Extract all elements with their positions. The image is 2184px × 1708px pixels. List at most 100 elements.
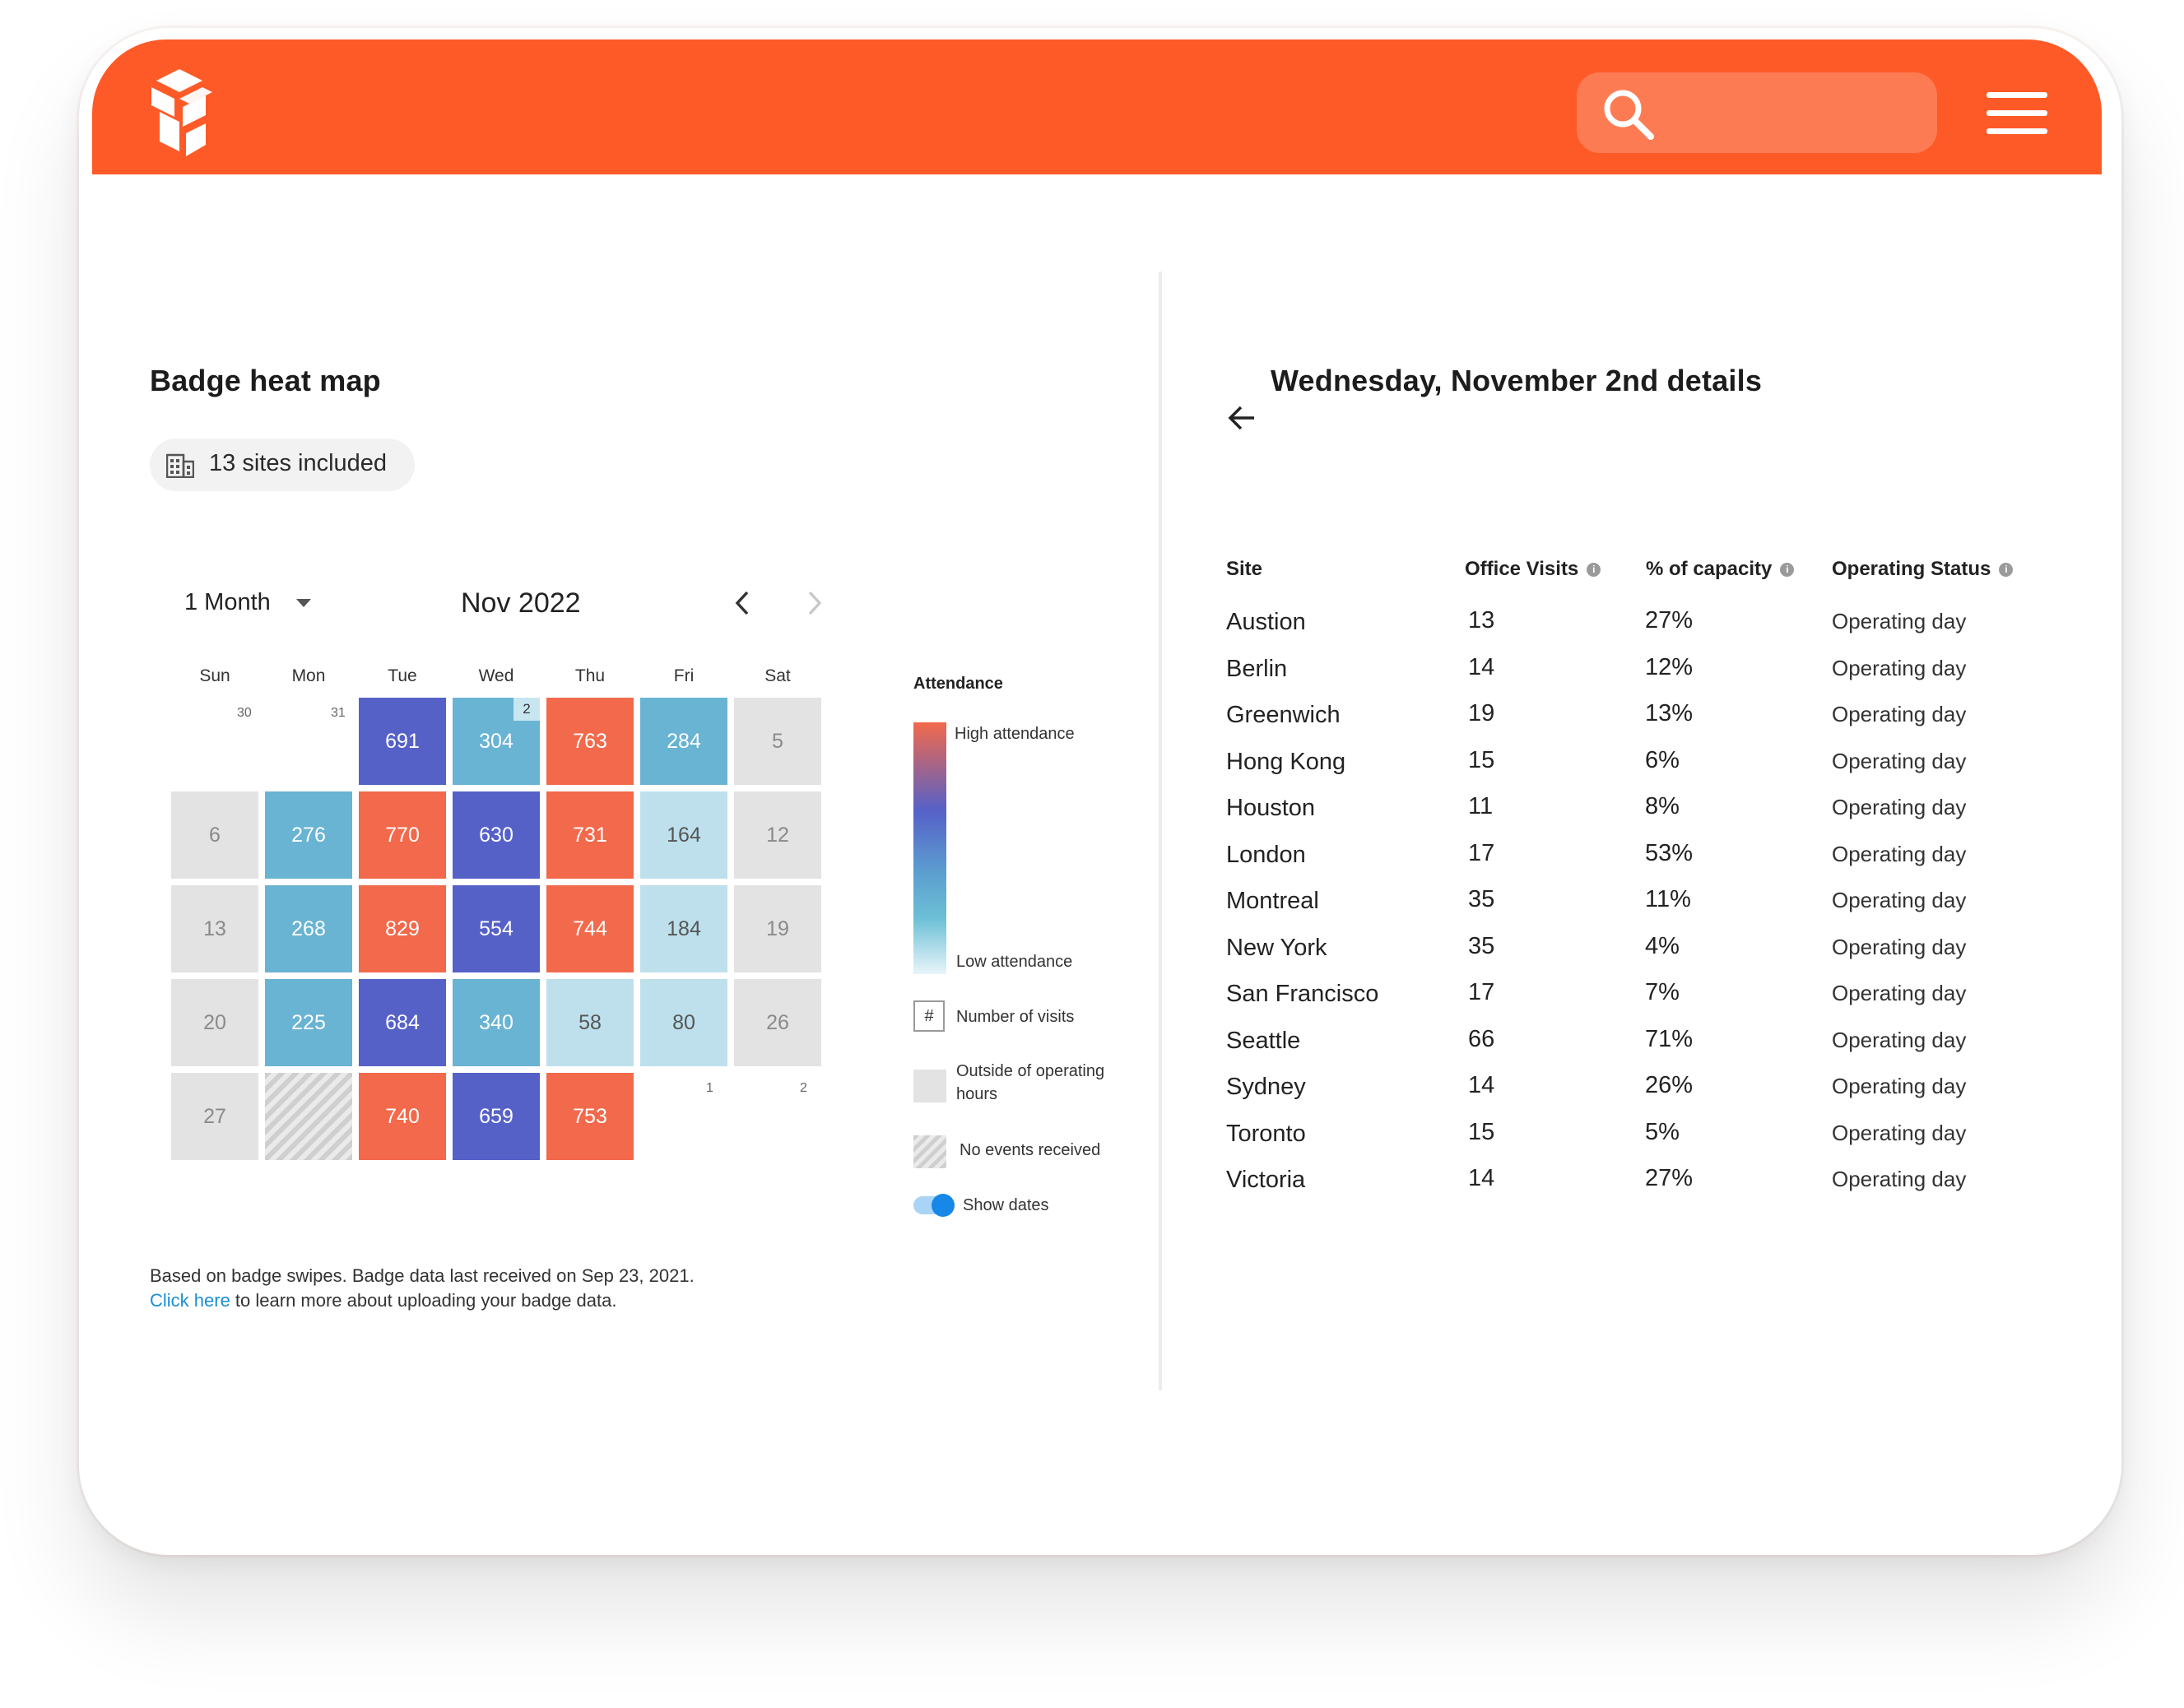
- operating-status-cell: Operating day: [1832, 655, 1967, 680]
- range-selector[interactable]: 1 Month: [184, 589, 271, 616]
- caret-down-icon[interactable]: [296, 599, 311, 609]
- learn-more-link[interactable]: Click here: [150, 1290, 230, 1311]
- office-visits-cell: 17: [1468, 839, 1495, 866]
- operating-status-cell: Operating day: [1832, 1027, 1967, 1052]
- show-dates-toggle[interactable]: [913, 1194, 955, 1217]
- weekday-label: Mon: [291, 666, 326, 685]
- info-icon[interactable]: i: [1780, 563, 1795, 578]
- weekday-label: Tue: [388, 666, 417, 685]
- calendar-day-cell[interactable]: 630: [453, 791, 540, 879]
- capacity-cell: 13%: [1645, 700, 1694, 726]
- legend-outside-line2: hours: [956, 1085, 998, 1103]
- chevron-right-icon[interactable]: [805, 589, 825, 617]
- weekday-label: Fri: [673, 666, 695, 685]
- calendar-day-cell[interactable]: 740: [359, 1073, 446, 1160]
- month-label: Nov 2022: [461, 587, 581, 619]
- attendance-gradient-scale: [913, 722, 946, 974]
- sites-included-label: 13 sites included: [209, 450, 388, 476]
- operating-status-cell: Operating day: [1832, 795, 1967, 819]
- site-cell: Hong Kong: [1226, 748, 1346, 775]
- legend-visits-label: Number of visits: [956, 1008, 1075, 1026]
- calendar-day-cell[interactable]: 554: [453, 885, 540, 972]
- calendar-day-cell[interactable]: 659: [453, 1073, 540, 1160]
- calendar-day-outside-hours[interactable]: 12: [734, 791, 821, 879]
- calendar-day-outside-hours[interactable]: 27: [171, 1073, 258, 1160]
- operating-status-cell: Operating day: [1832, 934, 1967, 959]
- site-cell: Houston: [1226, 795, 1316, 821]
- column-header-operating-status[interactable]: Operating Status i: [1832, 558, 2014, 581]
- calendar-day-cell[interactable]: 744: [546, 885, 634, 972]
- selected-day-badge: 2: [513, 698, 540, 721]
- calendar-day-no-events[interactable]: [265, 1073, 352, 1160]
- footnote-line1: Based on badge swipes. Badge data last r…: [150, 1265, 695, 1286]
- capacity-cell: 12%: [1645, 653, 1694, 680]
- legend-title: Attendance: [913, 675, 1003, 693]
- chevron-left-icon[interactable]: [732, 589, 752, 617]
- range-label: 1 Month: [184, 589, 271, 615]
- site-cell: New York: [1226, 934, 1327, 961]
- calendar-day-outside-hours[interactable]: 6: [171, 791, 258, 879]
- office-visits-cell: 11: [1468, 793, 1494, 819]
- footnote-line2: to learn more about uploading your badge…: [230, 1290, 617, 1311]
- calendar-day-outside-hours[interactable]: 13: [171, 885, 258, 972]
- calendar-day-cell[interactable]: 58: [546, 979, 634, 1066]
- site-cell: London: [1226, 841, 1306, 868]
- calendar-day-cell[interactable]: 276: [265, 791, 352, 879]
- calendar-day-cell[interactable]: 731: [546, 791, 634, 879]
- operating-status-cell: Operating day: [1832, 981, 1967, 1005]
- calendar-date-number: 31: [331, 706, 346, 720]
- column-header-site[interactable]: Site: [1226, 558, 1263, 580]
- info-icon[interactable]: i: [1999, 563, 2014, 578]
- calendar-day-outside-hours[interactable]: 20: [171, 979, 258, 1066]
- calendar-day-outside-hours[interactable]: 19: [734, 885, 821, 972]
- capacity-cell: 7%: [1645, 979, 1680, 1005]
- office-visits-cell: 14: [1468, 653, 1495, 680]
- calendar-day-cell[interactable]: 763: [546, 698, 634, 785]
- calendar-day-cell[interactable]: 225: [265, 979, 352, 1066]
- calendar-day-cell[interactable]: 164: [640, 791, 727, 879]
- calendar-day-cell[interactable]: 284: [640, 698, 727, 785]
- calendar-day-cell[interactable]: 268: [265, 885, 352, 972]
- calendar-day-cell[interactable]: 770: [359, 791, 446, 879]
- calendar-day-outside-hours[interactable]: 26: [734, 979, 821, 1066]
- office-visits-cell: 17: [1468, 979, 1495, 1005]
- back-arrow-icon[interactable]: [1226, 401, 1259, 434]
- search-icon: [1604, 90, 1654, 140]
- calendar-day-cell[interactable]: 684: [359, 979, 446, 1066]
- weekday-label: Sat: [764, 666, 791, 685]
- info-icon[interactable]: i: [1587, 563, 1601, 578]
- sites-included-chip[interactable]: 13 sites included: [150, 439, 415, 491]
- site-cell: Toronto: [1226, 1120, 1306, 1147]
- capacity-cell: 8%: [1645, 793, 1680, 819]
- capacity-cell: 53%: [1645, 839, 1694, 866]
- site-cell: Sydney: [1226, 1074, 1306, 1100]
- operating-status-cell: Operating day: [1832, 748, 1967, 773]
- site-cell: Victoria: [1226, 1167, 1306, 1193]
- calendar-day-outside-hours[interactable]: 5: [734, 698, 821, 785]
- search-input[interactable]: [1577, 72, 1937, 153]
- hamburger-menu-icon[interactable]: [1987, 92, 2047, 135]
- column-header-capacity[interactable]: % of capacity i: [1646, 558, 1795, 581]
- heatmap-title: Badge heat map: [150, 364, 381, 397]
- calendar-day-cell[interactable]: 80: [640, 979, 727, 1066]
- office-visits-cell: 14: [1468, 1165, 1495, 1191]
- office-visits-cell: 19: [1468, 700, 1495, 726]
- capacity-cell: 11%: [1645, 886, 1691, 912]
- operating-status-cell: Operating day: [1832, 841, 1967, 866]
- site-cell: Montreal: [1226, 888, 1319, 914]
- office-visits-cell: 14: [1468, 1072, 1495, 1098]
- operating-status-cell: Operating day: [1832, 702, 1967, 726]
- capacity-cell: 27%: [1645, 607, 1694, 634]
- panel-divider: [1159, 272, 1162, 1390]
- calendar-day-cell[interactable]: 184: [640, 885, 727, 972]
- operating-status-cell: Operating day: [1832, 1074, 1967, 1098]
- calendar-day-cell[interactable]: 340: [453, 979, 540, 1066]
- site-cell: San Francisco: [1226, 981, 1379, 1007]
- calendar-day-cell[interactable]: 753: [546, 1073, 634, 1160]
- calendar-day-cell[interactable]: 691: [359, 698, 446, 785]
- column-header-office-visits[interactable]: Office Visits i: [1465, 558, 1601, 581]
- legend-low-label: Low attendance: [956, 953, 1073, 971]
- operating-status-cell: Operating day: [1832, 1167, 1967, 1191]
- calendar-day-cell[interactable]: 829: [359, 885, 446, 972]
- app-logo-icon[interactable]: [146, 69, 221, 160]
